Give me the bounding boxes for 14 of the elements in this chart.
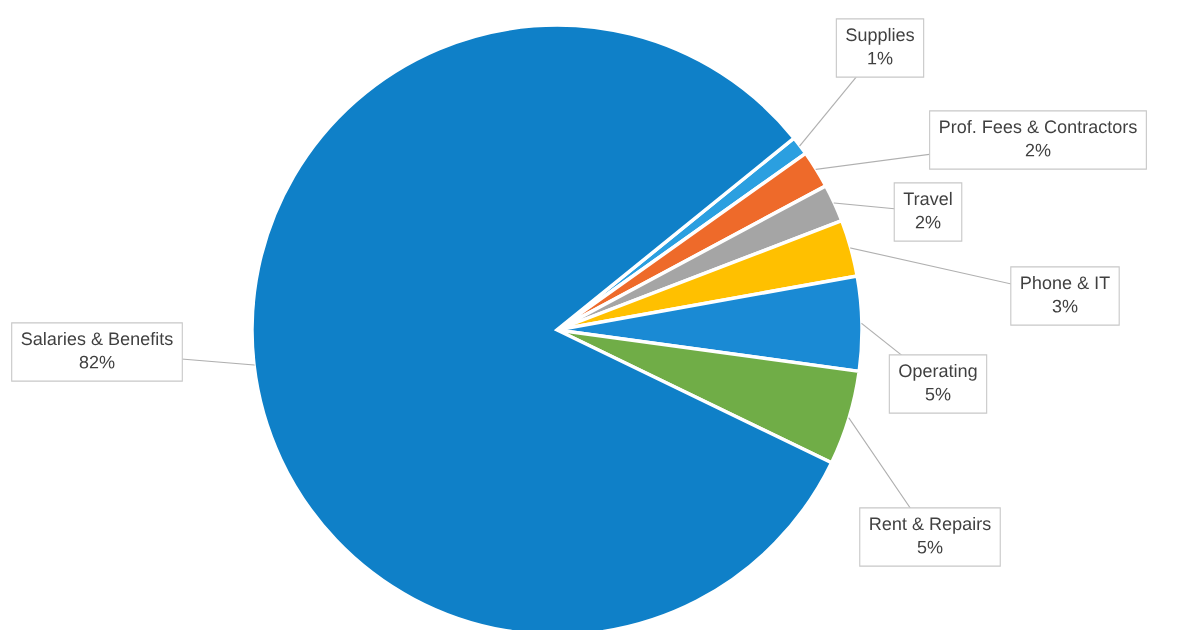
slice-label: Travel xyxy=(903,191,952,206)
slice-label: Phone & IT xyxy=(1021,275,1110,290)
slice-label: Rent & Repairs xyxy=(870,516,991,534)
data-label: 3% xyxy=(1052,299,1078,313)
data-label: 5% xyxy=(925,387,951,401)
slice-label: Salaries & Benefits xyxy=(21,331,173,346)
slice-label: Supplies xyxy=(846,27,914,45)
slice-label: Prof. Fees & Contractors xyxy=(940,119,1137,134)
data-label: 5% xyxy=(917,540,943,554)
data-label: 2% xyxy=(1025,143,1051,157)
slice-label: Operating xyxy=(899,363,977,381)
data-label: 1% xyxy=(868,51,893,65)
data-label: 82% xyxy=(79,355,115,369)
data-label: 2% xyxy=(915,215,941,229)
